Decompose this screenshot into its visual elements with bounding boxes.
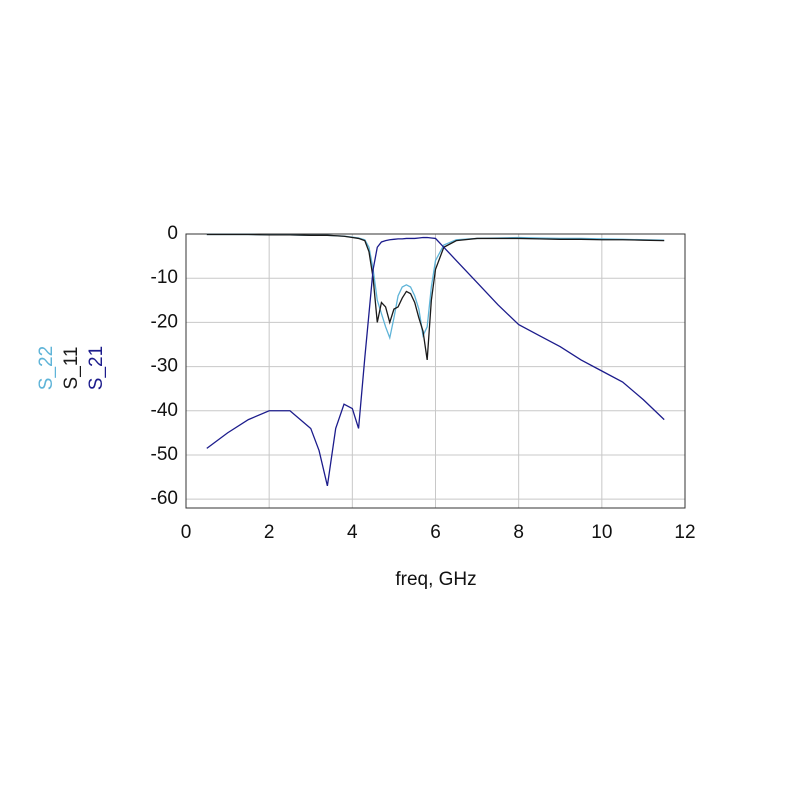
y-tick-label: -30: [151, 356, 178, 377]
x-tick-label: 12: [674, 522, 695, 543]
x-tick-label: 4: [347, 522, 358, 543]
y-tick-label: -20: [151, 311, 178, 332]
plot-frame: [185, 233, 686, 509]
series-line: [206, 233, 665, 361]
x-tick-label: 10: [591, 522, 612, 543]
x-tick-label: 2: [264, 522, 275, 543]
x-tick-label: 0: [181, 522, 192, 543]
y-tick-label: 0: [167, 223, 178, 244]
legend-label: S_21: [86, 346, 107, 390]
y-tick-label: -10: [151, 267, 178, 288]
legend-label: S_22: [36, 346, 57, 390]
y-tick-label: -60: [151, 488, 178, 509]
y-tick-label: -50: [151, 444, 178, 465]
x-axis-label: freq, GHz: [395, 569, 476, 590]
y-tick-label: -40: [151, 400, 178, 421]
legend-label: S_11: [61, 347, 82, 390]
x-tick-label: 8: [513, 522, 524, 543]
x-tick-label: 6: [430, 522, 441, 543]
series-line: [206, 236, 665, 487]
